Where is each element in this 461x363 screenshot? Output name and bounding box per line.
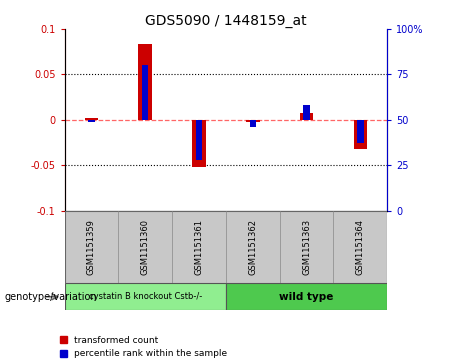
Bar xyxy=(354,120,367,149)
Text: GSM1151361: GSM1151361 xyxy=(195,219,203,275)
FancyBboxPatch shape xyxy=(226,283,387,310)
Text: GSM1151364: GSM1151364 xyxy=(356,219,365,275)
Text: GSM1151360: GSM1151360 xyxy=(141,219,150,275)
Bar xyxy=(246,120,260,122)
Text: GSM1151362: GSM1151362 xyxy=(248,219,257,275)
Bar xyxy=(88,120,95,122)
Text: genotype/variation: genotype/variation xyxy=(5,292,97,302)
FancyBboxPatch shape xyxy=(65,283,226,310)
Bar xyxy=(300,114,313,120)
Text: GSM1151363: GSM1151363 xyxy=(302,219,311,275)
Text: cystatin B knockout Cstb-/-: cystatin B knockout Cstb-/- xyxy=(89,292,202,301)
Bar xyxy=(303,105,310,120)
Text: GSM1151359: GSM1151359 xyxy=(87,219,96,275)
Bar xyxy=(142,65,148,120)
Bar xyxy=(192,120,206,167)
Text: wild type: wild type xyxy=(279,292,334,302)
Title: GDS5090 / 1448159_at: GDS5090 / 1448159_at xyxy=(145,14,307,28)
Bar xyxy=(249,120,256,127)
Bar xyxy=(138,45,152,120)
Bar xyxy=(357,120,364,143)
FancyBboxPatch shape xyxy=(65,211,387,283)
Bar xyxy=(196,120,202,160)
Legend: transformed count, percentile rank within the sample: transformed count, percentile rank withi… xyxy=(60,336,227,359)
Bar xyxy=(85,118,98,120)
